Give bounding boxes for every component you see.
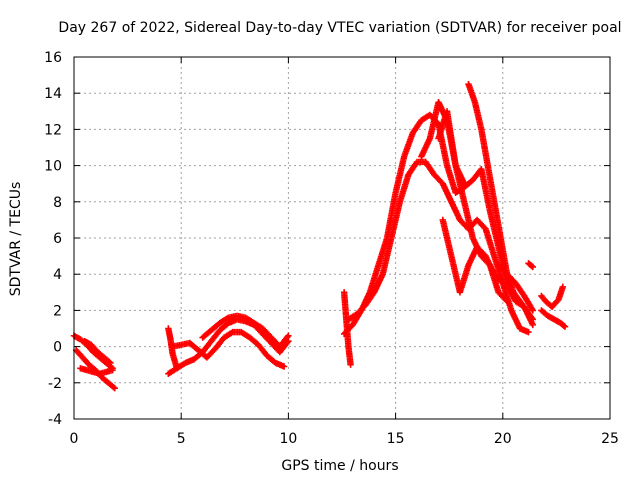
series-track-14	[465, 80, 537, 323]
y-tick-label: 4	[53, 267, 62, 283]
y-tick-label: 8	[53, 195, 62, 211]
series-track-19	[538, 307, 569, 330]
x-tick-label: 25	[601, 431, 619, 447]
y-tick-label: 6	[53, 231, 62, 247]
data-point	[280, 363, 288, 370]
series-track-3	[77, 365, 116, 377]
series-track-16	[495, 261, 537, 314]
data-point	[109, 366, 116, 374]
series-track-11	[345, 158, 532, 336]
y-tick-label: 2	[53, 303, 62, 319]
data-point	[529, 321, 537, 329]
series-track-13	[435, 108, 511, 305]
series-track-7	[169, 328, 288, 370]
tick-labels: 0 5 10 15 20 25 -4 -2 0 2 4 6 8 10 12 14 16	[44, 50, 619, 447]
x-tick-label: 20	[494, 431, 512, 447]
data-point	[561, 323, 569, 330]
data-point	[285, 332, 292, 339]
x-tick-label: 15	[387, 431, 405, 447]
y-tick-label: 14	[44, 86, 62, 102]
data-points	[70, 80, 569, 392]
data-point	[461, 180, 468, 187]
series-track-8	[199, 312, 292, 350]
x-tick-label: 0	[70, 431, 79, 447]
series-track-4	[81, 337, 114, 367]
data-point	[529, 316, 537, 323]
data-point	[502, 296, 510, 304]
series-track-15	[439, 216, 506, 296]
data-point	[529, 263, 537, 271]
data-point	[105, 358, 113, 366]
chart-title: Day 267 of 2022, Sidereal Day-to-day VTE…	[58, 20, 621, 36]
data-point	[499, 280, 506, 287]
y-tick-label: -2	[48, 376, 62, 392]
data-point	[528, 314, 536, 322]
data-point	[110, 383, 117, 391]
data-point	[528, 262, 535, 270]
data-point	[347, 361, 354, 368]
y-tick-label: 0	[53, 340, 62, 356]
data-point	[111, 385, 118, 392]
grid	[74, 57, 610, 419]
x-tick-label: 10	[279, 431, 297, 447]
data-point	[559, 283, 567, 291]
y-axis-label: SDTVAR / TECUs	[8, 182, 24, 297]
data-point	[107, 359, 114, 367]
y-tick-label: 10	[44, 159, 62, 175]
axes	[73, 56, 611, 420]
y-tick-label: 12	[44, 122, 62, 138]
plot-border	[73, 56, 611, 420]
data-point	[529, 307, 537, 314]
data-point	[498, 278, 505, 286]
data-point	[560, 322, 568, 329]
data-point	[503, 298, 511, 305]
series-track-18	[538, 283, 567, 310]
data-point	[525, 328, 532, 336]
series-track-17	[525, 260, 537, 271]
x-axis-label: GPS time / hours	[281, 458, 398, 474]
x-tick-label: 5	[177, 431, 186, 447]
y-tick-label: 16	[44, 50, 62, 66]
y-tick-label: -4	[48, 412, 62, 428]
